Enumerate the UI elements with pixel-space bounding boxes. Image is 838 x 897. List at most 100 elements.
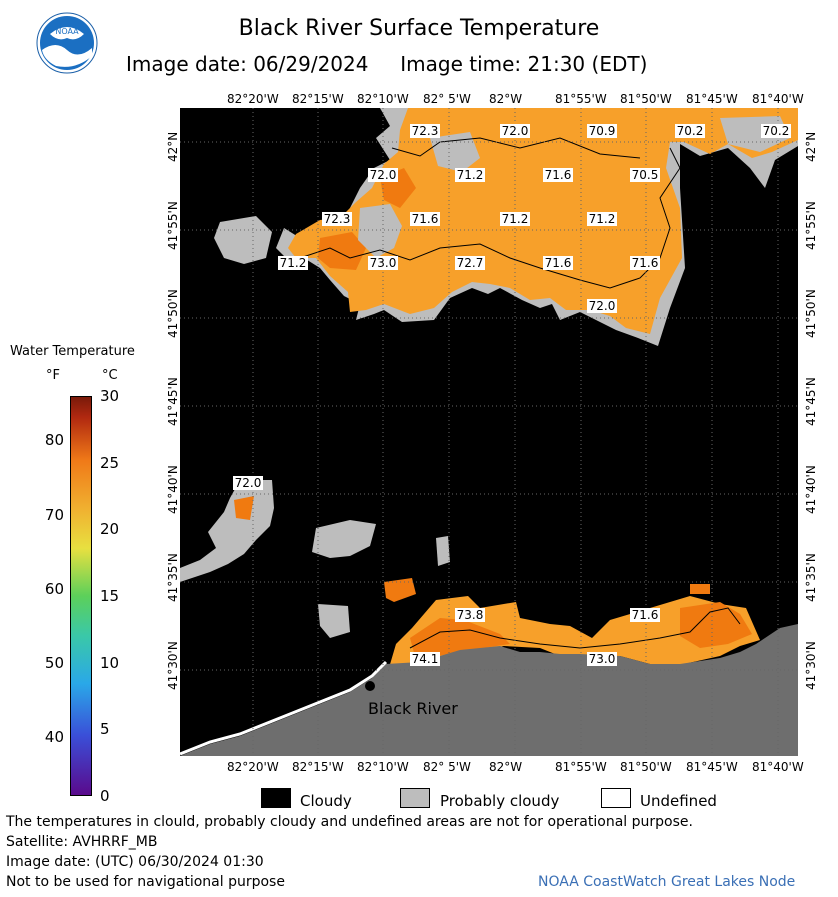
temperature-value-label: 73.8: [455, 608, 485, 622]
key-probably-cloudy-swatch: [400, 788, 430, 808]
lon-label-bottom: 81°55'W: [555, 760, 607, 774]
temperature-value-label: 72.0: [500, 124, 530, 138]
contour-south: [409, 607, 741, 649]
svg-text:73.0: 73.0: [370, 256, 397, 270]
probably-cloudy-patch-b: [358, 204, 402, 258]
lon-label-top: 82°15'W: [292, 92, 344, 106]
lon-label-top: 82°20'W: [227, 92, 279, 106]
legend-c-tick: 20: [100, 520, 120, 539]
temperature-value-label: 71.6: [630, 256, 660, 270]
svg-text:72.3: 72.3: [324, 212, 351, 226]
lat-label-right: 41°45'N: [804, 377, 818, 426]
hot-water-south: [410, 618, 510, 660]
lat-label-left: 41°30'N: [166, 641, 180, 690]
temperature-value-label: 74.1: [410, 652, 440, 666]
lon-label-top: 81°40'W: [752, 92, 804, 106]
legend-c-tick: 5: [100, 720, 110, 739]
hot-water-west: [234, 496, 254, 520]
black-river-marker-icon: [365, 681, 375, 691]
lon-label-bottom: 81°45'W: [686, 760, 738, 774]
lon-label-bottom: 82°20'W: [227, 760, 279, 774]
coastline-undefined-strip: [180, 660, 388, 756]
lon-label-bottom: 81°50'W: [620, 760, 672, 774]
svg-text:72.0: 72.0: [502, 124, 529, 138]
lat-label-right: 41°55'N: [804, 201, 818, 250]
key-cloudy-label: Cloudy: [300, 792, 352, 810]
svg-text:72.0: 72.0: [370, 168, 397, 182]
legend-c-tick: 25: [100, 453, 120, 472]
footer-disclaimer: The temperatures in clould, probably clo…: [6, 814, 693, 830]
footer-node-credit: NOAA CoastWatch Great Lakes Node: [538, 874, 796, 890]
footer-satellite: Satellite: AVHRRF_MB: [6, 834, 158, 850]
lon-label-bottom: 82°W: [489, 760, 523, 774]
lat-label-right: 42°N: [804, 131, 818, 162]
lat-label-right: 41°30'N: [804, 641, 818, 690]
temperature-value-label: 70.9: [587, 124, 617, 138]
legend-unit-fahrenheit: °F: [46, 368, 60, 383]
svg-text:70.2: 70.2: [677, 124, 704, 138]
temperature-value-label: 72.7: [455, 256, 485, 270]
lon-label-top: 81°50'W: [620, 92, 672, 106]
legend-c-tick: 15: [100, 587, 120, 605]
key-probably-cloudy-label: Probably cloudy: [440, 792, 560, 810]
graticule: [180, 108, 798, 756]
lat-label-left: 41°50'N: [166, 289, 180, 338]
page-title: Black River Surface Temperature: [238, 16, 600, 41]
svg-text:70.5: 70.5: [632, 168, 659, 182]
svg-text:73.0: 73.0: [589, 652, 616, 666]
svg-text:72.0: 72.0: [589, 299, 616, 313]
hot-water-patch-1: [318, 232, 366, 270]
svg-text:71.6: 71.6: [545, 256, 572, 270]
svg-text:71.6: 71.6: [545, 168, 572, 182]
temperature-value-label: 70.2: [761, 124, 791, 138]
lon-label-bottom: 82°15'W: [292, 760, 344, 774]
temperature-value-label: 71.2: [455, 168, 485, 182]
svg-text:72.3: 72.3: [412, 124, 439, 138]
temperature-value-label: 71.2: [587, 212, 617, 226]
lat-label-right: 41°50'N: [804, 289, 818, 338]
svg-text:70.9: 70.9: [589, 124, 616, 138]
probably-cloudy-patch-c: [214, 216, 272, 264]
lon-label-top: 82°10'W: [357, 92, 409, 106]
warm-water-north: [288, 108, 798, 334]
legend-c-tick: 0: [100, 787, 110, 805]
probably-cloudy-mid-1: [312, 520, 376, 558]
temperature-value-label: 71.6: [543, 256, 573, 270]
legend-c-tick: 30: [100, 387, 120, 405]
lat-label-right: 41°40'N: [804, 465, 818, 514]
svg-text:71.2: 71.2: [280, 256, 307, 270]
lat-label-left: 42°N: [166, 131, 180, 162]
probably-cloudy-mid-2: [436, 536, 450, 566]
temperature-value-label: 71.6: [410, 212, 440, 226]
place-label-black-river: Black River: [368, 699, 458, 718]
svg-text:73.8: 73.8: [457, 608, 484, 622]
lon-label-top: 81°45'W: [686, 92, 738, 106]
svg-text:71.6: 71.6: [632, 608, 659, 622]
logo-text: NOAA: [55, 27, 79, 36]
temperature-value-label: 72.0: [233, 476, 263, 490]
key-undefined-swatch: [601, 788, 631, 808]
temperature-value-label: 70.5: [630, 168, 660, 182]
svg-text:71.2: 71.2: [589, 212, 616, 226]
key-cloudy-swatch: [261, 788, 291, 808]
legend-f-tick: 60: [44, 579, 64, 598]
lat-label-left: 41°40'N: [166, 465, 180, 514]
hot-water-south-east: [680, 602, 752, 648]
legend-f-tick: 70: [44, 505, 64, 524]
legend-f-tick: 50: [44, 653, 64, 672]
lon-label-bottom: 82°10'W: [357, 760, 409, 774]
svg-text:71.6: 71.6: [632, 256, 659, 270]
temperature-color-scale: [70, 396, 92, 796]
temperature-value-label: 71.6: [630, 608, 660, 622]
temperature-value-label: 71.2: [500, 212, 530, 226]
lat-label-left: 41°35'N: [166, 553, 180, 602]
temperature-value-label: 73.0: [368, 256, 398, 270]
lon-label-bottom: 81°40'W: [752, 760, 804, 774]
legend-title: Water Temperature: [10, 344, 135, 359]
footer-utc-date: Image date: (UTC) 06/30/2024 01:30: [6, 854, 264, 870]
temperature-map: 72.3 72.0 70.9 70.2 70.2 72.0 71.2 71.6 70.5 72.3…: [180, 108, 798, 756]
lat-label-left: 41°55'N: [166, 201, 180, 250]
lat-label-left: 41°45'N: [166, 377, 180, 426]
svg-text:72.0: 72.0: [235, 476, 262, 490]
temperature-value-label: 72.0: [368, 168, 398, 182]
